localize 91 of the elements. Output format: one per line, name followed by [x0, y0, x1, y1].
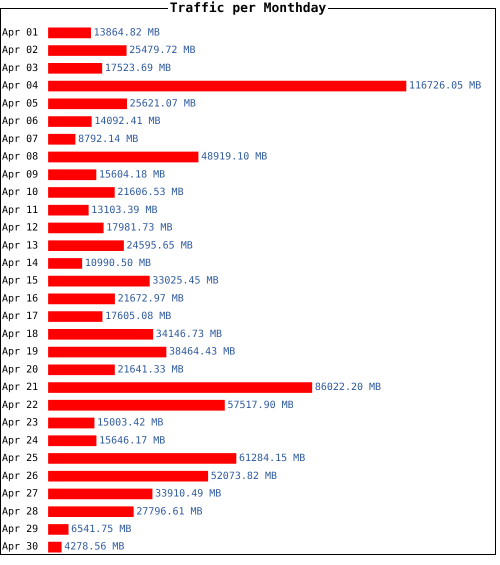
data-label: 86022.20 MB	[314, 382, 382, 394]
bar	[48, 28, 91, 38]
y-tick-label: Apr 09	[2, 169, 38, 180]
data-label: 15003.42 MB	[97, 418, 164, 429]
bar	[48, 453, 236, 464]
bar	[48, 258, 82, 269]
data-label: 4278.56 MB	[64, 542, 124, 553]
data-label: 33025.45 MB	[152, 276, 219, 287]
data-label: 17523.69 MB	[104, 62, 172, 74]
y-tick-label: Apr 14	[2, 258, 38, 269]
data-label: 13103.39 MB	[91, 204, 158, 216]
data-label: 8792.14 MB	[78, 134, 138, 145]
bar	[48, 329, 154, 340]
data-label: 21672.97 MB	[118, 293, 184, 304]
data-label: 21641.33 MB	[117, 364, 184, 376]
bar	[48, 435, 96, 446]
y-tick-label: Apr 25	[2, 453, 38, 464]
y-tick-label: Apr 23	[2, 418, 38, 429]
data-label: 27796.61 MB	[136, 506, 203, 518]
y-tick-label: Apr 08	[2, 152, 38, 163]
y-tick-label: Apr 01	[2, 27, 38, 38]
y-tick-label: Apr 13	[2, 240, 38, 252]
y-tick-label: Apr 27	[2, 488, 38, 500]
bar	[48, 134, 76, 145]
bar	[48, 311, 102, 322]
bar	[48, 187, 115, 198]
bar	[48, 542, 62, 552]
bar	[48, 382, 312, 393]
y-tick-label: Apr 30	[2, 542, 38, 553]
y-tick-label: Apr 28	[2, 506, 38, 518]
y-tick-label: Apr 11	[2, 204, 38, 216]
data-label: 38464.43 MB	[169, 346, 236, 358]
data-label: 116726.05 MB	[408, 80, 482, 92]
data-label: 13864.82 MB	[94, 27, 160, 38]
y-tick-label: Apr 19	[2, 346, 38, 358]
data-label: 14092.41 MB	[94, 116, 161, 128]
y-tick-label: Apr 06	[2, 116, 38, 128]
bar	[48, 240, 124, 251]
y-tick-label: Apr 16	[2, 293, 38, 304]
data-label: 10990.50 MB	[84, 258, 152, 269]
bar	[48, 116, 92, 127]
data-label: 34146.73 MB	[156, 328, 222, 340]
bar	[48, 294, 115, 304]
y-tick-label: Apr 22	[2, 400, 38, 411]
bar	[48, 418, 94, 428]
data-label: 25479.72 MB	[129, 45, 196, 56]
y-tick-label: Apr 15	[2, 276, 38, 287]
data-label: 21606.53 MB	[117, 187, 184, 198]
bar	[48, 169, 96, 180]
bar	[48, 152, 198, 162]
y-tick-label: Apr 18	[2, 328, 38, 340]
bar	[48, 222, 104, 234]
y-tick-label: Apr 17	[2, 311, 38, 322]
y-tick-label: Apr 03	[2, 62, 38, 74]
bar	[48, 400, 225, 411]
bar	[48, 524, 69, 535]
data-label: 48919.10 MB	[201, 152, 268, 163]
bar	[48, 364, 115, 376]
bar	[48, 63, 102, 74]
y-tick-label: Apr 26	[2, 470, 38, 482]
y-tick-label: Apr 24	[2, 435, 38, 446]
y-tick-label: Apr 20	[2, 364, 38, 376]
y-tick-label: Apr 05	[2, 98, 38, 110]
bar	[48, 470, 208, 482]
bar	[48, 80, 406, 92]
bar	[48, 98, 127, 110]
data-label: 25621.07 MB	[130, 98, 196, 110]
data-label: 33910.49 MB	[155, 488, 222, 500]
y-tick-label: Apr 10	[2, 187, 38, 198]
bar	[48, 506, 134, 517]
data-label: 57517.90 MB	[227, 400, 294, 411]
bar	[48, 45, 127, 56]
data-label: 61284.15 MB	[239, 453, 306, 464]
data-label: 15604.18 MB	[98, 169, 166, 180]
y-tick-label: Apr 21	[2, 382, 38, 394]
data-label: 6541.75 MB	[71, 524, 132, 535]
y-tick-label: Apr 04	[2, 80, 38, 92]
bar	[48, 204, 89, 216]
bar	[48, 276, 150, 286]
data-label: 52073.82 MB	[210, 470, 277, 482]
y-tick-label: Apr 02	[2, 45, 38, 56]
bar	[48, 346, 166, 358]
bar	[48, 488, 152, 500]
chart-title: Traffic per Monthday	[168, 1, 328, 16]
y-tick-label: Apr 12	[2, 222, 38, 234]
data-label: 17981.73 MB	[106, 222, 172, 234]
y-tick-label: Apr 07	[2, 134, 38, 145]
data-label: 24595.65 MB	[126, 240, 193, 252]
data-label: 17605.08 MB	[105, 311, 172, 322]
y-tick-label: Apr 29	[2, 524, 38, 535]
data-label: 15646.17 MB	[99, 435, 166, 446]
